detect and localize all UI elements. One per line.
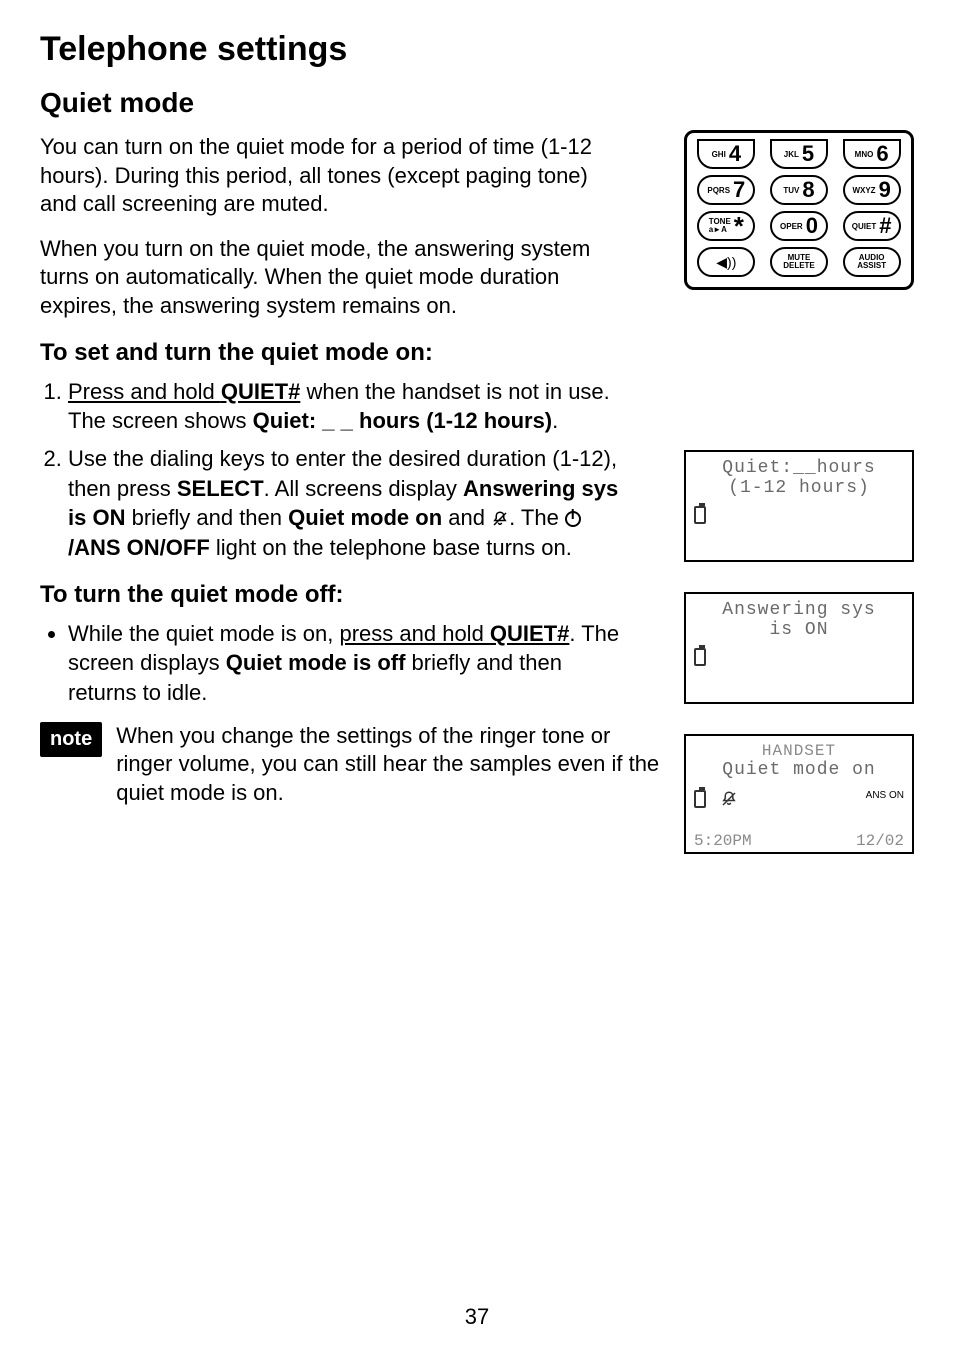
intro-paragraph-2: When you turn on the quiet mode, the ans… [40, 235, 600, 321]
page-number: 37 [0, 1304, 954, 1330]
lcd-screen-2: Answering sys is ON [684, 592, 914, 704]
key-8: TUV8 [770, 175, 828, 205]
key-mute-delete-label: MUTE DELETE [783, 254, 815, 270]
key-5-num: 5 [802, 143, 814, 165]
key-pound: QUIET# [843, 211, 901, 241]
key-7-num: 7 [733, 179, 745, 201]
key-7: PQRS7 [697, 175, 755, 205]
step2-select: SELECT [177, 476, 264, 501]
key-audio-assist-label: AUDIO ASSIST [857, 254, 886, 270]
step2-e: briefly and then [125, 505, 288, 530]
intro-paragraph-1: You can turn on the quiet mode for a per… [40, 133, 600, 219]
turn-off-list: While the quiet mode is on, press and ho… [40, 619, 620, 708]
step-2: Use the dialing keys to enter the desire… [68, 444, 620, 563]
keypad-row-3: TONEa►A* OPER0 QUIET# [693, 211, 905, 241]
battery-icon [694, 648, 706, 666]
power-icon [565, 511, 581, 527]
off-a: While the quiet mode is on, [68, 621, 339, 646]
key-8-letters: TUV [783, 186, 799, 195]
step2-h: . The [509, 505, 565, 530]
off-e: Quiet mode is off [226, 650, 406, 675]
lcd3-line1: Quiet mode on [694, 760, 904, 780]
lcd2-line1: Answering sys [694, 600, 904, 620]
lcd-screen-3: HANDSET Quiet mode on ANS ON 5:20PM 12/0… [684, 734, 914, 854]
key-9-letters: WXYZ [852, 186, 875, 195]
key-4-letters: GHI [712, 150, 726, 159]
section-title: Quiet mode [40, 87, 914, 119]
key-star: TONEa►A* [697, 211, 755, 241]
key-9-num: 9 [879, 179, 891, 201]
step1-underlined: Press and hold [68, 379, 221, 404]
off-quiet-key: QUIET# [490, 621, 569, 646]
step1-quiet-key: QUIET# [221, 379, 300, 404]
lcd3-handset: HANDSET [694, 742, 904, 760]
step2-j: light on the telephone base turns on. [210, 535, 572, 560]
bell-muted-icon [720, 790, 738, 814]
step1-period: . [552, 408, 558, 433]
keypad-row-4: ◀)) MUTE DELETE AUDIO ASSIST [693, 247, 905, 277]
lcd-screen-1: Quiet:__hours (1-12 hours) [684, 450, 914, 562]
key-mute-delete: MUTE DELETE [770, 247, 828, 277]
keypad-diagram: GHI4 JKL5 MNO6 PQRS7 TUV8 WXYZ9 TONEa►A*… [684, 130, 914, 290]
key-0-num: 0 [806, 215, 818, 237]
page-title: Telephone settings [40, 30, 914, 69]
battery-icon [694, 506, 706, 524]
right-column: GHI4 JKL5 MNO6 PQRS7 TUV8 WXYZ9 TONEa►A*… [684, 130, 914, 854]
key-7-letters: PQRS [707, 186, 730, 195]
key-0: OPER0 [770, 211, 828, 241]
key-0-oper: OPER [780, 222, 803, 231]
keypad-row-2: PQRS7 TUV8 WXYZ 9 [693, 175, 905, 205]
note-badge: note [40, 722, 102, 757]
key-6-num: 6 [876, 143, 888, 165]
key-pound-sym: # [879, 215, 891, 237]
lcd2-line2: is ON [694, 620, 904, 640]
lcd3-ans-on: ANS ON [866, 790, 904, 801]
key-5-letters: JKL [784, 150, 799, 159]
manual-page: Telephone settings Quiet mode You can tu… [0, 0, 954, 1354]
key-6: MNO6 [843, 139, 901, 169]
keypad-row-1: GHI4 JKL5 MNO6 [693, 139, 905, 169]
note-block: note When you change the settings of the… [40, 722, 660, 808]
key-6-letters: MNO [855, 150, 874, 159]
lcd1-line2: (1-12 hours) [694, 478, 904, 498]
step-1: Press and hold QUIET# when the handset i… [68, 377, 620, 436]
step2-g: and [442, 505, 491, 530]
key-pound-quiet: QUIET [852, 222, 876, 231]
turn-off-item: While the quiet mode is on, press and ho… [68, 619, 620, 708]
key-9: WXYZ 9 [843, 175, 901, 205]
speaker-icon: ◀)) [716, 254, 736, 271]
key-8-num: 8 [802, 179, 814, 201]
battery-icon [694, 790, 706, 808]
lcd1-line1: Quiet:__hours [694, 458, 904, 478]
off-b-underline: press and hold [339, 621, 489, 646]
key-audio-assist: AUDIO ASSIST [843, 247, 901, 277]
key-star-case: a►A [709, 226, 727, 234]
steps-set-on: Press and hold QUIET# when the handset i… [40, 377, 620, 563]
key-5: JKL5 [770, 139, 828, 169]
key-speaker: ◀)) [697, 247, 755, 277]
key-4-num: 4 [729, 143, 741, 165]
bell-muted-icon [491, 506, 509, 524]
key-star-sym: * [734, 220, 744, 233]
lcd3-time: 5:20PM [694, 832, 752, 850]
step2-ansonoff: /ANS ON/OFF [68, 535, 210, 560]
step2-c: . All screens display [264, 476, 463, 501]
lcd3-date: 12/02 [856, 832, 904, 850]
step2-quietmode: Quiet mode on [288, 505, 442, 530]
step1-screen-text: Quiet: _ _ hours (1-12 hours) [253, 408, 553, 433]
note-text: When you change the settings of the ring… [116, 722, 660, 808]
key-4: GHI4 [697, 139, 755, 169]
